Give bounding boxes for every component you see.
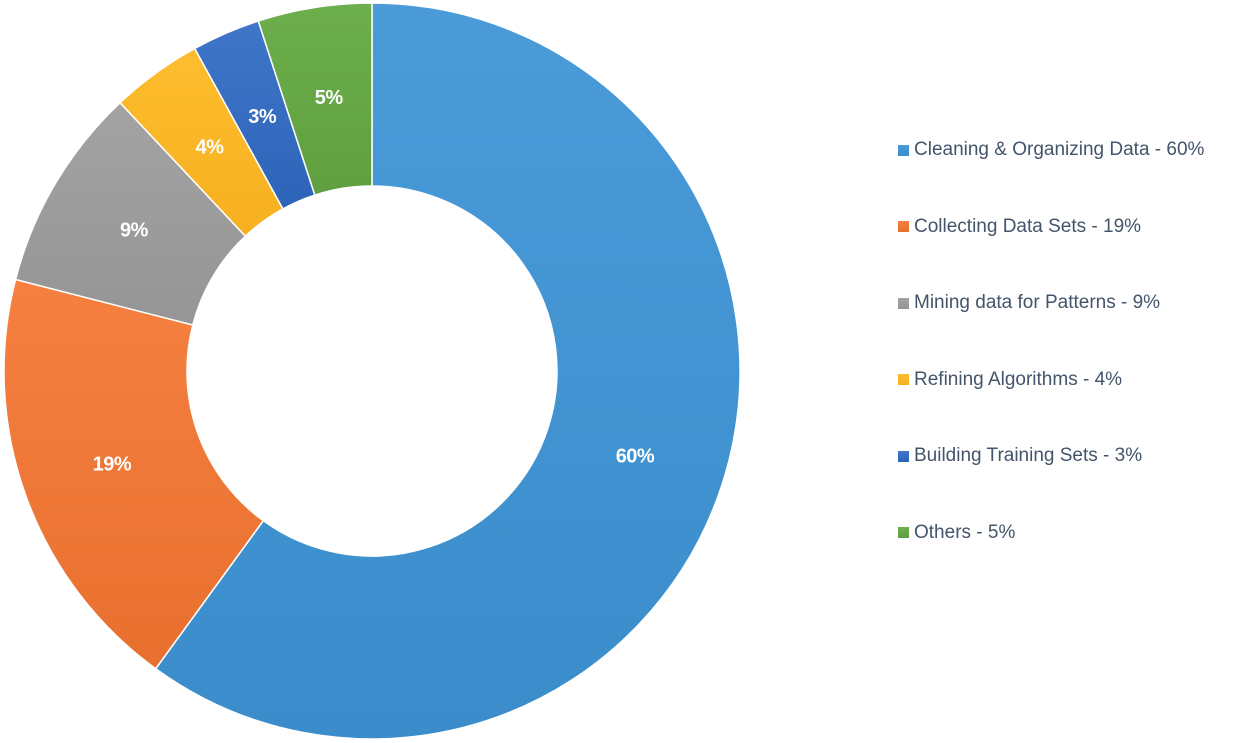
legend-swatch <box>898 450 909 462</box>
legend-swatch <box>898 221 909 232</box>
legend-item-0: Cleaning & Organizing Data - 60% <box>898 136 1204 164</box>
slice-label-0: 60% <box>616 445 655 467</box>
legend-label: Collecting Data Sets - 19% <box>914 215 1142 237</box>
legend-label: Others - 5% <box>914 521 1016 543</box>
slice-label-2: 9% <box>120 219 149 241</box>
legend-label: Cleaning & Organizing Data - 60% <box>914 139 1205 160</box>
slice-label-3: 4% <box>196 136 225 158</box>
legend-label: Building Training Sets - 3% <box>914 445 1143 466</box>
slice-label-1: 19% <box>93 454 132 476</box>
legend-label: Mining data for Patterns - 9% <box>914 292 1161 313</box>
legend-swatch <box>898 144 909 156</box>
legend-swatch <box>898 297 909 309</box>
legend-item-3: Refining Algorithms - 4% <box>898 366 1122 394</box>
legend-swatch <box>898 527 909 538</box>
legend-item-1: Collecting Data Sets - 19% <box>898 213 1141 241</box>
slice-label-4: 3% <box>248 106 277 128</box>
slice-5 <box>257 2 373 196</box>
legend-item-4: Building Training Sets - 3% <box>898 442 1142 470</box>
donut-plot: 60% 19% 9% 4% 3% 5% <box>3 2 741 740</box>
slice-label-5: 5% <box>315 87 344 109</box>
legend-swatch <box>898 374 909 385</box>
slice-0 <box>154 2 741 740</box>
legend-item-5: Others - 5% <box>898 519 1015 547</box>
slice-1 <box>3 278 265 670</box>
donut-slices <box>3 2 741 740</box>
legend-label: Refining Algorithms - 4% <box>914 368 1123 390</box>
donut-slice-labels: 60% 19% 9% 4% 3% 5% <box>93 87 656 476</box>
legend-item-2: Mining data for Patterns - 9% <box>898 289 1160 317</box>
